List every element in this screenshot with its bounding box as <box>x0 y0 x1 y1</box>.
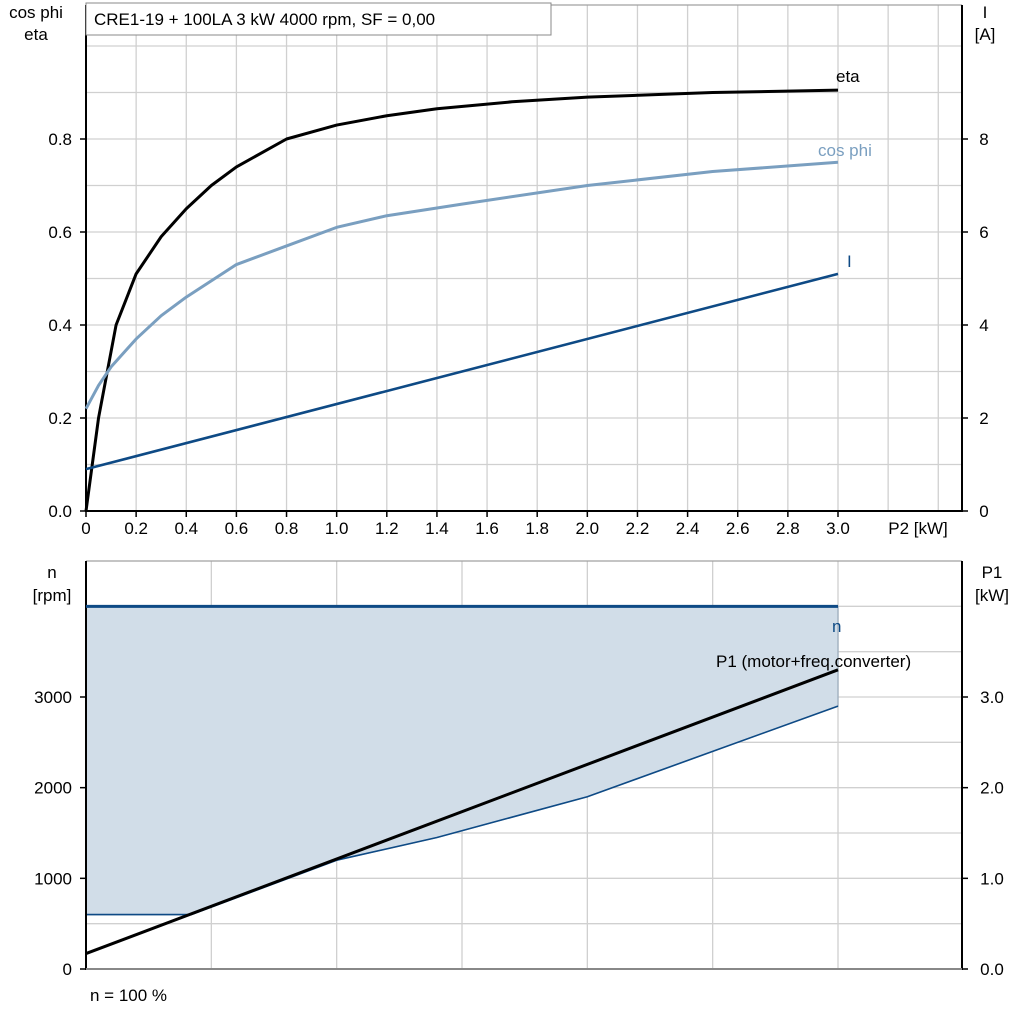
bottom-chart: 0 1000 2000 3000 0.0 1.0 2.0 3.0 <box>34 560 1004 979</box>
x-axis-label: P2 [kW] <box>888 519 948 538</box>
bottom-right-axis-label-1: P1 <box>982 563 1003 582</box>
y-left-tick-label: 0.4 <box>48 316 72 335</box>
x-tick-label: 0.8 <box>275 519 299 538</box>
speed-note: n = 100 % <box>90 986 167 1005</box>
x-tick-label: 0 <box>81 519 90 538</box>
x-tick-label: 0.4 <box>174 519 198 538</box>
y-left-tick-label: 0.8 <box>48 130 72 149</box>
x-tick-label: 3.0 <box>826 519 850 538</box>
y-left-tick-label: 0.0 <box>48 502 72 521</box>
x-tick-label: 1.8 <box>525 519 549 538</box>
title-box <box>85 2 552 36</box>
p1-label: P1 (motor+freq.converter) <box>716 652 911 671</box>
x-tick-label: 2.2 <box>626 519 650 538</box>
top-right-axis-label-1: I <box>983 3 988 22</box>
x-tick-label: 1.0 <box>325 519 349 538</box>
y-right-tick-label: 8 <box>979 130 988 149</box>
chart-title: CRE1-19 + 100LA 3 kW 4000 rpm, SF = 0,00 <box>94 10 435 29</box>
y-right-tick-label: 4 <box>979 316 988 335</box>
bottom-left-axis-label-2: [rpm] <box>33 586 72 605</box>
n-label: n <box>832 617 841 636</box>
x-tick-label: 1.6 <box>475 519 499 538</box>
y-right-tick-label: 1.0 <box>980 869 1004 888</box>
x-tick-label: 0.2 <box>124 519 148 538</box>
current-curve <box>85 272 839 471</box>
x-tick-label: 0.6 <box>225 519 249 538</box>
y-right-tick-label: 2.0 <box>980 779 1004 798</box>
y-right-tick-label: 3.0 <box>980 688 1004 707</box>
y-right-tick-label: 0 <box>979 502 988 521</box>
x-tick-label: 2.0 <box>576 519 600 538</box>
bottom-right-axis-label-2: [kW] <box>975 586 1009 605</box>
cos-phi-label: cos phi <box>818 141 872 160</box>
x-tick-label: 2.4 <box>676 519 700 538</box>
eta-label: eta <box>836 67 860 86</box>
y-right-tick-label: 6 <box>979 223 988 242</box>
y-left-tick-label: 3000 <box>34 688 72 707</box>
y-left-tick-label: 2000 <box>34 779 72 798</box>
y-left-tick-label: 0.2 <box>48 409 72 428</box>
top-left-axis-label-2: eta <box>24 25 48 44</box>
y-right-tick-label: 2 <box>979 409 988 428</box>
y-left-tick-label: 0.6 <box>48 223 72 242</box>
top-chart: 0 0.2 0.4 0.6 0.8 1.0 1.2 1.4 1.6 1.8 2.0 2.2 2.4 2.6… <box>48 4 989 538</box>
y-right-tick-label: 0.0 <box>980 960 1004 979</box>
current-label: I <box>847 252 852 271</box>
x-tick-label: 2.6 <box>726 519 750 538</box>
eta-curve <box>84 88 839 512</box>
x-tick-label: 1.4 <box>425 519 449 538</box>
bottom-left-axis-label-1: n <box>47 563 56 582</box>
top-right-axis-label-2: [A] <box>975 25 996 44</box>
x-tick-label: 2.8 <box>776 519 800 538</box>
p1-power-line <box>85 668 839 955</box>
y-left-tick-label: 0 <box>63 960 72 979</box>
y-left-tick-label: 1000 <box>34 869 72 888</box>
x-tick-label: 1.2 <box>375 519 399 538</box>
top-left-axis-label-1: cos phi <box>9 3 63 22</box>
cos-phi-curve <box>84 160 839 410</box>
